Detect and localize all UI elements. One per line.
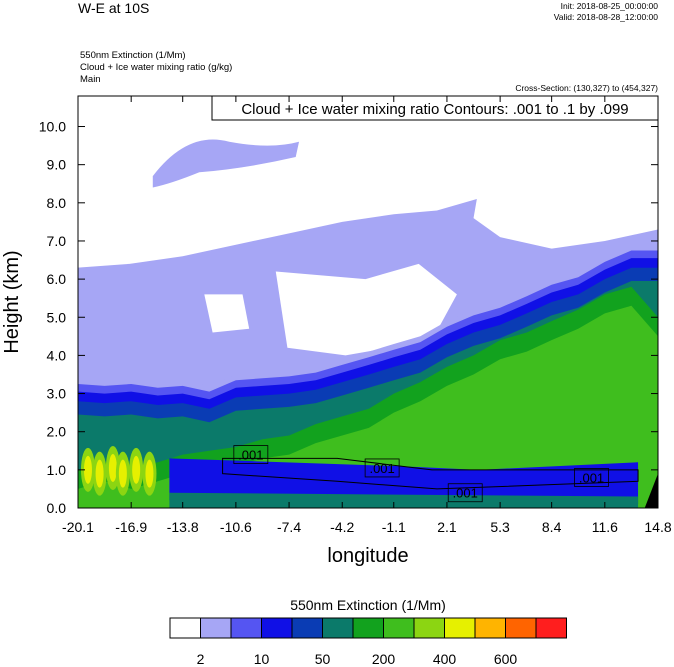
clear-hole [275,263,457,356]
legend-title: 550nm Extinction (1/Mm) [290,597,446,613]
cross-section-label: Cross-Section: (130,327) to (454,327) [515,83,658,93]
contour-label: .001 [447,483,483,503]
extinction-field [78,96,658,508]
y-tick-label: 7.0 [47,233,67,249]
contour-layer: .001 .001 .001 .001 [222,445,639,503]
x-tick-label: -4.2 [330,519,354,535]
convective-core [108,453,117,482]
y-tick-label: 9.0 [47,157,67,173]
contour-label-text: .001 [579,470,604,485]
x-tick-label: 11.6 [592,519,618,535]
convective-core [132,455,141,484]
y-tick-label: 4.0 [47,347,67,363]
convective-core [145,459,154,488]
convective-core [118,459,127,488]
legend-swatch [383,617,415,639]
legend-swatch [230,617,262,639]
legend-label: 10 [254,651,270,667]
color-legend: 550nm Extinction (1/Mm) 2 10 50 200 400 600 [169,597,567,667]
legend-label: 200 [372,651,396,667]
legend-swatch [200,617,232,639]
x-tick-label: 5.3 [490,519,510,535]
contour-info-frame [211,95,659,121]
contour-label-box [364,458,400,478]
legend-swatch [413,617,445,639]
variable-line-3: Main [80,74,101,85]
y-tick-label: 0.0 [47,500,67,516]
contour-info-text: Cloud + Ice water mixing ratio Contours:… [241,101,628,118]
terrain [644,473,658,508]
y-tick-label: 2.0 [47,424,67,440]
x-axis: -20.1 -16.9 -13.8 -10.6 -7.4 -4.2 -1.1 2.1 5.3 8.… [62,96,672,535]
legend-swatch [352,617,384,639]
y-tick-label: 8.0 [47,195,67,211]
cirrus-patch [152,139,300,188]
y-axis: 0.0 1.0 2.0 3.0 4.0 5.0 6.0 7.0 8.0 9.0 10.0 [39,119,658,516]
x-tick-label: 2.1 [437,519,457,535]
x-tick-label: 14.8 [644,519,671,535]
contour-label-box [233,445,269,464]
x-tick-label: -7.4 [277,519,301,535]
y-tick-label: 6.0 [47,271,67,287]
convective-core [95,459,104,488]
contour-label-box [447,483,483,503]
low-teal-band [169,492,639,508]
legend-swatch [322,617,354,639]
valid-time: Valid: 2018-08-28_12:00:00 [553,12,658,22]
contour-label-text: .001 [238,448,263,463]
x-tick-label: -20.1 [62,519,94,535]
y-axis-label: Height (km) [1,250,23,353]
legend-label: 50 [315,651,331,667]
variable-line-2: Cloud + Ice water mixing ratio (g/kg) [80,62,233,73]
convective-core [83,455,92,484]
legend-swatch [444,617,476,639]
init-time: Init: 2018-08-25_00:00:00 [560,1,658,11]
contour-line [222,457,639,490]
legend-swatch [474,617,506,639]
plot-title: W-E at 10S [78,0,150,16]
contour-label-text: .001 [369,461,394,476]
x-tick-label: -10.6 [220,519,252,535]
x-axis-label: longitude [327,545,408,567]
x-tick-label: -1.1 [382,519,406,535]
x-tick-label: -13.8 [167,519,199,535]
contour-label-text: .001 [453,486,478,501]
contour-label: .001 [574,468,609,487]
contour-label-box [574,468,609,487]
contour-label: .001 [364,458,400,478]
clear-hole [204,294,250,333]
legend-label: 400 [433,651,457,667]
legend-label: 600 [494,651,518,667]
contour-label: .001 [233,445,269,464]
x-tick-label: 8.4 [542,519,562,535]
legend-swatch [169,617,201,639]
extinction-band-lightgreen [78,305,658,508]
variable-line-1: 550nm Extinction (1/Mm) [80,50,186,61]
y-tick-label: 1.0 [47,462,67,478]
legend-swatch [291,617,323,639]
legend-swatch [261,617,293,639]
legend-swatch [505,617,537,639]
y-tick-label: 3.0 [47,386,67,402]
contour-info-box: Cloud + Ice water mixing ratio Contours:… [211,95,659,121]
legend-label: 2 [197,651,205,667]
y-tick-label: 5.0 [47,309,67,325]
y-tick-label: 10.0 [39,119,66,135]
legend-swatch [535,617,567,639]
x-tick-label: -16.9 [115,519,147,535]
